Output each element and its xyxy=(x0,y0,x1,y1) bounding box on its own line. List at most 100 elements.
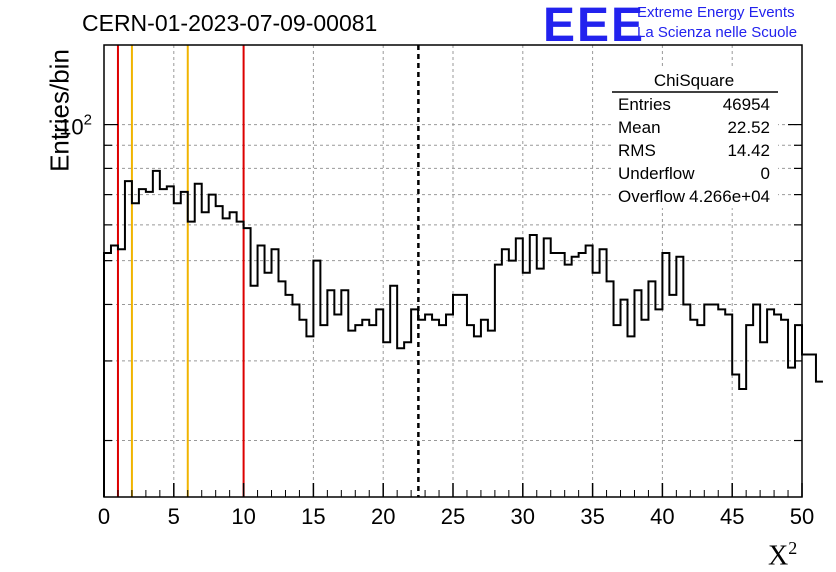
histogram-bin xyxy=(265,273,272,497)
histogram-bin xyxy=(488,331,495,497)
histogram-bin xyxy=(209,195,216,497)
histogram-bin xyxy=(634,290,641,497)
histogram-bin xyxy=(502,249,509,497)
histogram-bin xyxy=(586,246,593,497)
histogram-bin xyxy=(292,304,299,497)
stats-value: 46954 xyxy=(723,95,770,114)
histogram-bin xyxy=(711,304,718,497)
histogram-bin xyxy=(725,315,732,497)
eee-logo-line1: Extreme Energy Events xyxy=(637,4,795,21)
histogram-bin xyxy=(327,290,334,497)
histogram-bin xyxy=(523,273,530,497)
histogram-bin xyxy=(104,253,111,497)
histogram-bin xyxy=(551,253,558,497)
histogram-bin xyxy=(669,295,676,497)
histogram-bin xyxy=(237,222,244,497)
stats-label: Underflow xyxy=(618,164,695,183)
histogram-bin xyxy=(732,374,739,497)
stats-value: 22.52 xyxy=(727,118,770,137)
histogram-bin xyxy=(167,186,174,497)
histogram-bin xyxy=(125,181,132,497)
x-tick-label: 15 xyxy=(301,504,325,529)
histogram-bin xyxy=(390,286,397,497)
run-title: CERN-01-2023-07-09-00081 xyxy=(82,10,378,36)
stats-label: Mean xyxy=(618,118,661,137)
x-axis-label: X2 xyxy=(768,538,797,572)
histogram-bin xyxy=(306,336,313,497)
stats-value: 4.266e+04 xyxy=(689,187,770,206)
histogram-bin xyxy=(774,315,781,497)
x-tick-label: 25 xyxy=(441,504,465,529)
histogram-bin xyxy=(781,320,788,497)
histogram-bin xyxy=(139,189,146,497)
histogram-bin xyxy=(614,325,621,497)
histogram-bin xyxy=(544,238,551,497)
histogram-bin xyxy=(223,218,230,497)
histogram-bin xyxy=(516,238,523,497)
histogram-bin xyxy=(621,300,628,497)
histogram-bin xyxy=(579,253,586,497)
histogram-bin xyxy=(628,336,635,497)
x-tick-label: 30 xyxy=(511,504,535,529)
histogram-bin xyxy=(802,354,809,497)
histogram-bin xyxy=(697,325,704,497)
histogram-bin xyxy=(481,320,488,497)
histogram-bin xyxy=(411,309,418,497)
histogram-bin xyxy=(202,212,209,497)
histogram-bin xyxy=(718,309,725,497)
histogram-bin xyxy=(453,295,460,497)
eee-logo-line2: La Scienza nelle Scuole xyxy=(637,24,798,41)
x-tick-label: 45 xyxy=(720,504,744,529)
histogram-bin xyxy=(767,309,774,497)
histogram-bin xyxy=(753,304,760,497)
x-tick-label: 20 xyxy=(371,504,395,529)
histogram-bin xyxy=(816,382,823,497)
histogram-bin xyxy=(216,206,223,497)
histogram-bin xyxy=(460,295,467,497)
histogram-bin xyxy=(251,286,258,497)
histogram-bin xyxy=(690,320,697,497)
stats-title: ChiSquare xyxy=(654,71,734,90)
histogram-bin xyxy=(446,315,453,497)
histogram-bin xyxy=(530,235,537,497)
histogram-bin xyxy=(230,212,237,497)
histogram-bin xyxy=(258,246,265,497)
x-axis-label-sup: 2 xyxy=(788,538,798,558)
stats-label: Overflow xyxy=(618,187,686,206)
histogram-bin xyxy=(376,309,383,497)
histogram-bin xyxy=(383,342,390,497)
histogram-bin xyxy=(607,281,614,497)
x-axis-label-base: X xyxy=(768,540,789,572)
histogram-bin xyxy=(600,249,607,497)
histogram-bin xyxy=(355,325,362,497)
histogram-bin xyxy=(181,192,188,497)
histogram-bin xyxy=(272,249,279,497)
histogram-bin xyxy=(760,342,767,497)
histogram-bin xyxy=(662,253,669,497)
histogram-bin xyxy=(320,325,327,497)
histogram-bin xyxy=(683,304,690,497)
histogram-bin xyxy=(348,331,355,497)
histogram-bin xyxy=(418,320,425,497)
x-tick-label: 35 xyxy=(580,504,604,529)
histogram-bin xyxy=(146,192,153,497)
histogram-bin xyxy=(565,265,572,497)
histogram-bin xyxy=(369,325,376,497)
histogram-bin xyxy=(279,281,286,497)
histogram-bin xyxy=(593,273,600,497)
histogram-bin xyxy=(495,265,502,497)
stats-value: 14.42 xyxy=(727,141,770,160)
histogram-bin xyxy=(341,290,348,497)
x-tick-label: 40 xyxy=(650,504,674,529)
histogram-bin xyxy=(132,203,139,497)
histogram-bin xyxy=(362,320,369,497)
eee-logo: EEE xyxy=(543,0,646,52)
stats-label: Entries xyxy=(618,95,671,114)
histogram-bin xyxy=(118,249,125,497)
histogram-bin xyxy=(244,228,251,497)
histogram-bin xyxy=(641,320,648,497)
histogram-bin xyxy=(153,171,160,497)
histogram-bin xyxy=(195,184,202,497)
histogram-bin xyxy=(432,320,439,497)
histogram-bin xyxy=(467,325,474,497)
